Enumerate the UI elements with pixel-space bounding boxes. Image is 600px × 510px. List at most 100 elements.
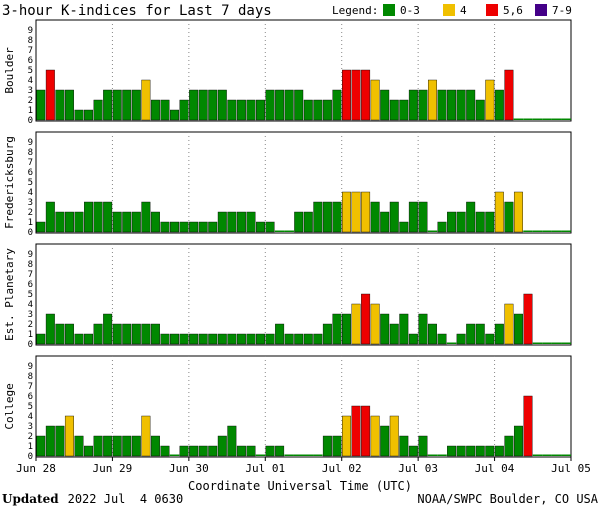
k-index-bar <box>284 230 294 232</box>
legend-item-label: 7-9 <box>552 4 572 17</box>
k-index-bar <box>322 99 332 121</box>
k-index-bar <box>55 211 65 233</box>
y-tick-label: 5 <box>28 290 33 300</box>
k-index-bar <box>256 333 265 345</box>
k-index-bar <box>227 333 237 345</box>
k-index-bar <box>217 435 227 457</box>
panel-frame <box>35 355 572 458</box>
k-index-bar <box>284 333 294 345</box>
k-index-bar <box>513 425 523 457</box>
k-index-bar <box>351 191 361 233</box>
k-index-bar <box>36 333 46 345</box>
k-index-bar <box>380 89 390 121</box>
k-index-bar <box>485 333 495 345</box>
k-index-bar <box>74 109 84 121</box>
k-index-bar <box>551 454 562 456</box>
k-index-bar <box>255 454 266 456</box>
k-index-bar <box>427 454 438 456</box>
k-index-bar <box>265 445 275 457</box>
k-index-bar <box>485 445 495 457</box>
k-index-bar <box>399 221 409 233</box>
y-tick-label: 5 <box>28 402 33 412</box>
k-index-bar <box>217 333 227 345</box>
k-index-bar <box>265 221 275 233</box>
k-index-bar <box>170 109 180 121</box>
k-index-bar <box>332 201 342 233</box>
k-index-bar <box>447 445 457 457</box>
k-index-bar <box>361 191 371 233</box>
k-index-bar <box>122 435 132 457</box>
y-tick-label: 9 <box>28 138 33 148</box>
k-index-bar <box>198 333 208 345</box>
y-tick-label: 1 <box>28 442 33 452</box>
k-index-bar <box>246 99 256 121</box>
k-index-bar <box>179 99 189 121</box>
k-index-bar <box>485 79 495 121</box>
y-tick-label: 6 <box>28 56 33 66</box>
y-tick-label: 8 <box>28 36 33 46</box>
k-index-bar <box>294 89 304 121</box>
k-index-bar <box>427 230 438 232</box>
k-index-bar <box>342 191 351 233</box>
y-tick-label: 2 <box>28 208 33 218</box>
y-tick-label: 3 <box>28 198 33 208</box>
k-index-bar <box>408 201 418 233</box>
k-index-bar <box>494 89 504 121</box>
k-index-bar <box>389 99 399 121</box>
k-index-bar <box>494 323 504 345</box>
k-index-bar <box>513 118 524 120</box>
k-index-bar <box>36 435 46 457</box>
k-index-bar <box>504 435 514 457</box>
k-index-bar <box>437 454 447 456</box>
legend-swatch <box>535 4 547 16</box>
k-index-bar <box>293 454 304 456</box>
x-tick-label: Jun 28 <box>16 462 56 475</box>
y-tick-label: 4 <box>28 412 33 422</box>
k-index-bar <box>227 425 237 457</box>
k-index-bar <box>303 211 313 233</box>
k-index-bar <box>122 323 132 345</box>
k-index-bar <box>532 230 543 232</box>
k-index-bar <box>275 323 285 345</box>
k-index-bar <box>84 109 94 121</box>
k-index-bar <box>131 323 141 345</box>
k-index-bar <box>265 333 275 345</box>
k-index-bar <box>141 201 151 233</box>
credit-text: NOAA/SWPC Boulder, CO USA <box>417 492 598 506</box>
y-tick-label: 3 <box>28 422 33 432</box>
k-index-bar <box>93 435 103 457</box>
panel-name: Boulder <box>3 47 16 94</box>
k-index-bar <box>198 221 208 233</box>
k-index-bar <box>179 221 189 233</box>
y-tick-label: 7 <box>28 46 33 56</box>
k-index-bar <box>84 201 94 233</box>
k-index-bar <box>532 454 543 456</box>
y-tick-label: 1 <box>28 218 33 228</box>
panel-name: College <box>3 383 16 429</box>
k-index-bar <box>504 201 514 233</box>
k-index-bar <box>380 313 390 345</box>
k-index-bar <box>217 89 227 121</box>
k-index-bar <box>45 313 55 345</box>
k-index-bar <box>45 69 55 121</box>
k-index-bar <box>246 333 256 345</box>
k-index-bar <box>55 323 65 345</box>
y-tick-label: 3 <box>28 310 33 320</box>
k-index-bar <box>313 201 323 233</box>
k-index-bar <box>408 333 418 345</box>
y-tick-label: 9 <box>28 250 33 260</box>
k-index-bar <box>399 435 409 457</box>
k-index-bar <box>561 230 571 232</box>
k-index-bar <box>332 89 342 121</box>
y-tick-label: 4 <box>28 188 33 198</box>
k-index-bar <box>160 445 170 457</box>
k-index-bar <box>532 118 543 120</box>
k-index-bar <box>64 323 74 345</box>
k-index-bar <box>313 99 323 121</box>
y-tick-label: 0 <box>28 228 33 238</box>
chart-title: 3-hour K-indices for Last 7 days <box>2 3 272 19</box>
x-tick-label: Jul 02 <box>322 462 362 475</box>
y-tick-label: 3 <box>28 86 33 96</box>
k-index-bar <box>313 333 323 345</box>
k-index-bar <box>275 445 285 457</box>
